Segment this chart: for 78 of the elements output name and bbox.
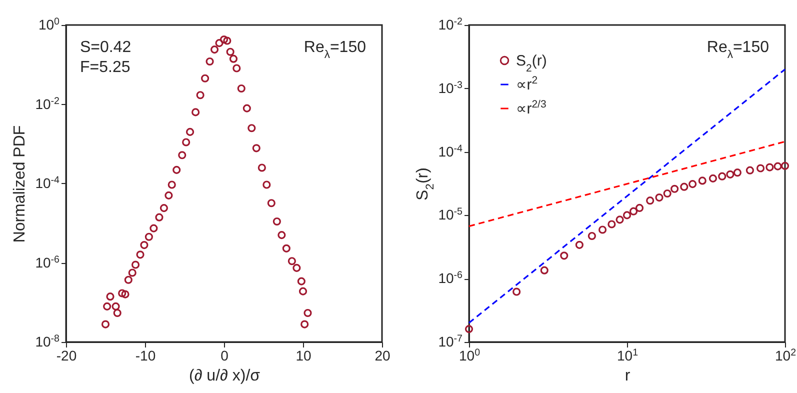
x-tick-label: 10$^{2}$ bbox=[774, 347, 796, 364]
point bbox=[258, 164, 266, 172]
point bbox=[178, 151, 186, 160]
x-tick-label: 10$^{1}$ bbox=[616, 347, 638, 364]
x-tick-label: -20 bbox=[56, 348, 77, 364]
point bbox=[172, 166, 181, 174]
y-tick-label: 10$^{-6}$ bbox=[35, 254, 60, 270]
point bbox=[101, 320, 110, 328]
annotation: Re$_{λ}$=150 bbox=[706, 39, 770, 61]
y-tick-label: 10$^{-3}$ bbox=[438, 79, 464, 96]
point bbox=[297, 277, 306, 286]
point bbox=[210, 46, 219, 54]
y-tick-label: 10$^{-2}$ bbox=[35, 95, 60, 112]
x-tick-label: 10$^{0}$ bbox=[458, 347, 481, 364]
x-tick-label: 20 bbox=[374, 348, 390, 364]
point bbox=[155, 213, 164, 222]
x-axis-title: r bbox=[624, 368, 631, 384]
point bbox=[164, 191, 173, 200]
y-tick-label: 10$^{-5}$ bbox=[438, 206, 464, 223]
point bbox=[150, 224, 158, 232]
point bbox=[140, 241, 148, 250]
point bbox=[112, 302, 120, 310]
annotation: S=0.42 bbox=[80, 39, 132, 56]
point bbox=[168, 180, 176, 189]
point bbox=[304, 308, 312, 318]
y-tick-label: 10$^{-7}$ bbox=[438, 333, 462, 350]
point bbox=[160, 204, 168, 212]
point bbox=[103, 302, 112, 310]
point bbox=[248, 124, 256, 132]
point bbox=[124, 276, 132, 284]
point bbox=[121, 290, 130, 298]
point bbox=[232, 64, 241, 72]
y-tick-label: 10$^{-8}$ bbox=[35, 333, 60, 350]
point bbox=[201, 74, 210, 82]
point bbox=[144, 232, 153, 241]
y-tick-label: 10$^{0}$ bbox=[38, 16, 60, 32]
y-tick-label: 10$^{-6}$ bbox=[438, 270, 464, 286]
point bbox=[113, 308, 122, 318]
x-tick-label: -10 bbox=[135, 348, 156, 364]
point bbox=[215, 39, 224, 48]
point bbox=[288, 257, 296, 266]
point bbox=[226, 48, 234, 56]
annotation: F=5.25 bbox=[80, 59, 130, 76]
y-tick-label: 10$^{-2}$ bbox=[438, 16, 462, 32]
point bbox=[300, 320, 309, 328]
point bbox=[262, 180, 271, 189]
point bbox=[192, 108, 200, 116]
point bbox=[252, 144, 260, 152]
x-tick-label: 10 bbox=[296, 348, 312, 364]
point bbox=[128, 268, 136, 277]
y-tick-label: 10$^{-4}$ bbox=[35, 174, 60, 191]
point bbox=[298, 287, 308, 296]
point bbox=[182, 138, 190, 146]
point bbox=[206, 57, 214, 66]
point bbox=[196, 91, 204, 100]
legend-label: ∝r$^{2/3}$ bbox=[516, 98, 546, 118]
point bbox=[223, 36, 232, 45]
point bbox=[131, 260, 140, 269]
point bbox=[136, 250, 144, 259]
y-axis-title: Normalized PDF bbox=[11, 125, 28, 243]
point bbox=[292, 264, 301, 272]
point bbox=[272, 217, 281, 226]
point bbox=[282, 244, 290, 252]
point bbox=[242, 104, 251, 112]
point bbox=[106, 292, 114, 301]
point bbox=[237, 84, 246, 93]
x-tick-label: 0 bbox=[220, 348, 229, 364]
point bbox=[186, 128, 194, 136]
annotation: Re$_{λ}$=150 bbox=[304, 39, 366, 61]
point bbox=[118, 289, 126, 298]
point bbox=[229, 54, 238, 63]
y-tick-label: 10$^{-4}$ bbox=[438, 142, 464, 160]
legend-label: ∝r$^{2}$ bbox=[516, 74, 538, 94]
point bbox=[220, 35, 228, 44]
point bbox=[267, 199, 276, 208]
legend-label: S$_{2}$(r) bbox=[516, 52, 547, 74]
x-axis-title: (∂ u/∂ x)/σ bbox=[188, 368, 260, 384]
point bbox=[278, 231, 286, 240]
